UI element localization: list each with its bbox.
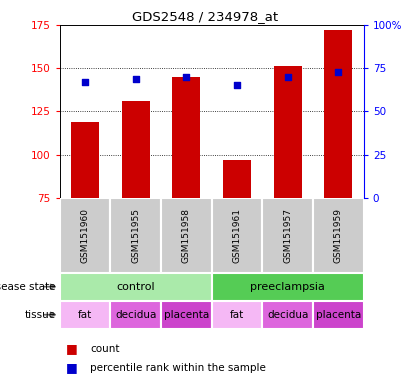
Bar xyxy=(122,101,150,198)
Bar xyxy=(324,30,352,198)
Bar xyxy=(161,301,212,329)
Text: ■: ■ xyxy=(66,361,77,374)
Point xyxy=(335,68,342,74)
Bar xyxy=(223,160,251,198)
Bar xyxy=(262,198,313,273)
Bar xyxy=(161,198,212,273)
Text: tissue: tissue xyxy=(24,310,55,320)
Text: decidua: decidua xyxy=(115,310,156,320)
Text: placenta: placenta xyxy=(164,310,209,320)
Text: GSM151959: GSM151959 xyxy=(334,208,343,263)
Text: control: control xyxy=(116,281,155,292)
Point xyxy=(82,79,88,85)
Text: preeclampsia: preeclampsia xyxy=(250,281,325,292)
Text: GSM151955: GSM151955 xyxy=(131,208,140,263)
Text: disease state: disease state xyxy=(0,281,55,292)
Text: GSM151960: GSM151960 xyxy=(81,208,90,263)
Text: percentile rank within the sample: percentile rank within the sample xyxy=(90,363,266,373)
Bar xyxy=(172,77,200,198)
Point xyxy=(183,74,189,80)
Text: GDS2548 / 234978_at: GDS2548 / 234978_at xyxy=(132,10,279,23)
Bar xyxy=(60,301,110,329)
Bar xyxy=(60,273,212,301)
Point xyxy=(234,83,240,89)
Text: GSM151961: GSM151961 xyxy=(233,208,242,263)
Bar xyxy=(274,66,302,198)
Bar xyxy=(71,122,99,198)
Point xyxy=(132,76,139,82)
Bar xyxy=(313,301,364,329)
Text: placenta: placenta xyxy=(316,310,361,320)
Bar xyxy=(110,198,161,273)
Bar xyxy=(110,301,161,329)
Bar xyxy=(60,198,110,273)
Bar xyxy=(212,301,262,329)
Text: count: count xyxy=(90,344,120,354)
Text: decidua: decidua xyxy=(267,310,308,320)
Bar xyxy=(313,198,364,273)
Text: GSM151957: GSM151957 xyxy=(283,208,292,263)
Text: fat: fat xyxy=(78,310,92,320)
Text: fat: fat xyxy=(230,310,244,320)
Bar xyxy=(212,198,262,273)
Point xyxy=(284,74,291,80)
Text: ■: ■ xyxy=(66,342,77,355)
Bar xyxy=(212,273,364,301)
Bar xyxy=(262,301,313,329)
Text: GSM151958: GSM151958 xyxy=(182,208,191,263)
